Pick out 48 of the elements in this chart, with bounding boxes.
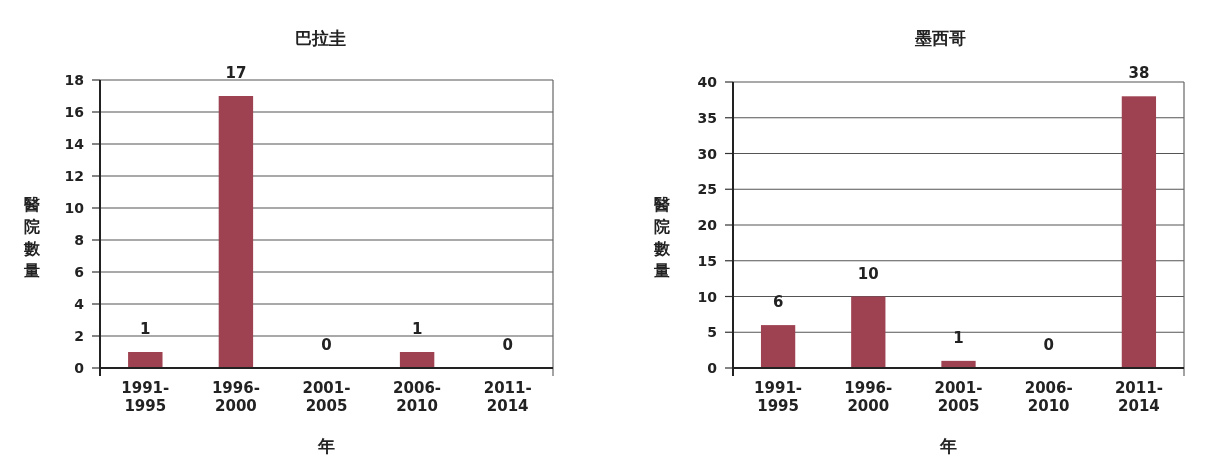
y-tick-label: 10 [64,200,85,216]
y-tick-label: 14 [64,136,85,152]
data-label: 1 [953,328,964,347]
y-tick-label: 6 [74,264,84,280]
x-tick-label: 2001-2005 [302,379,351,415]
y-tick-label: 2 [74,328,84,344]
x-tick-label: 1991-1995 [121,379,170,415]
x-axis-title: 年 [939,436,957,456]
bar [1121,96,1157,368]
data-label: 17 [225,64,247,82]
bar [851,296,886,368]
y-tick-label: 0 [74,360,85,376]
chart-title: 墨西哥 [913,28,966,48]
data-label: 10 [857,264,879,283]
x-axis-title: 年 [317,436,335,456]
x-tick-label: 2006-2010 [1024,379,1073,415]
y-tick-label: 5 [707,324,717,341]
chart-title: 巴拉圭 [294,28,346,48]
y-tick-label: 0 [707,360,718,376]
x-tick-label: 1996-2000 [211,379,260,415]
x-tick-label: 2001-2005 [934,379,983,415]
bar [760,325,796,368]
y-tick-label: 8 [74,232,84,248]
y-tick-label: 12 [64,168,84,184]
y-tick-label: 40 [697,74,718,90]
x-tick-label: 2011-2014 [1114,379,1163,415]
y-tick-label: 4 [74,296,85,312]
x-tick-label: 2006-2010 [393,379,442,415]
y-axis-title: 醫院數量 [653,195,671,280]
y-tick-label: 15 [697,252,717,269]
data-label: 38 [1128,64,1150,83]
data-label: 0 [321,336,332,354]
y-tick-label: 10 [697,288,718,305]
data-label: 1 [140,320,151,338]
y-tick-label: 25 [697,181,717,198]
y-axis-title: 醫院數量 [23,195,41,280]
y-tick-label: 30 [697,145,718,162]
y-tick-label: 18 [64,72,84,88]
data-label: 0 [1043,336,1054,354]
x-tick-label: 1991-1995 [754,379,803,415]
y-tick-label: 16 [64,104,84,120]
x-tick-label: 2011-2014 [483,379,532,415]
y-tick-label: 35 [697,109,717,126]
x-tick-label: 1996-2000 [844,379,893,415]
data-label: 1 [411,320,423,338]
y-tick-label: 20 [697,217,718,233]
data-label: 0 [502,336,513,354]
data-label: 6 [772,293,784,312]
